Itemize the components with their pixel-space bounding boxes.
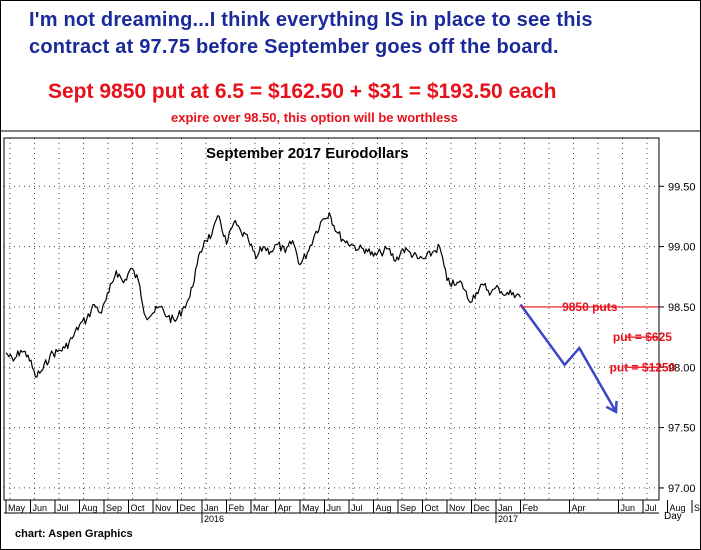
x-tick-label: Sep xyxy=(694,503,701,513)
x-tick-label: Jul xyxy=(645,503,657,513)
x-tick-label: Feb xyxy=(523,503,539,513)
plot-area xyxy=(3,137,660,501)
x-tick-label: Jun xyxy=(327,503,342,513)
level-label: 9850 puts xyxy=(562,300,618,314)
headline-line-1: I'm not dreaming...I think everything IS… xyxy=(29,9,593,31)
expiry-note: expire over 98.50, this option will be w… xyxy=(171,110,458,125)
level-label: put = $625 xyxy=(613,330,672,344)
chart-title: September 2017 Eurodollars xyxy=(206,145,409,162)
x-axis: May Jun Jul Aug Sep Oct Nov Dec Jan Feb Mar Apr May J… xyxy=(4,500,701,524)
x-tick-label: Feb xyxy=(229,503,245,513)
projection-arrowhead xyxy=(605,400,618,414)
x-tick-label: Jun xyxy=(621,503,636,513)
x-tick-label: Apr xyxy=(278,503,292,513)
year-label: 2017 xyxy=(498,514,518,524)
annotation-layer: 9850 puts put = $625 put = $1250 xyxy=(520,300,676,374)
trade-line: Sept 9850 put at 6.5 = $162.50 + $31 = $… xyxy=(48,80,557,103)
y-tick-label: 98.00 xyxy=(668,362,696,374)
x-tick-label: Apr xyxy=(572,503,586,513)
x-tick-label: Nov xyxy=(449,503,466,513)
x-tick-label: Aug xyxy=(670,503,686,513)
x-tick-label: Jul xyxy=(351,503,363,513)
x-tick-label: Nov xyxy=(155,503,172,513)
level-label: put = $1250 xyxy=(610,360,676,374)
year-label: 2016 xyxy=(204,514,224,524)
x-tick-label: Oct xyxy=(425,503,440,513)
x-tick-label: Sep xyxy=(106,503,122,513)
x-tick-label: Jun xyxy=(33,503,48,513)
x-tick-label: Aug xyxy=(376,503,392,513)
price-series-line xyxy=(5,212,522,378)
projection-line xyxy=(519,303,618,413)
y-tick-label: 99.00 xyxy=(668,242,696,254)
x-tick-label: Aug xyxy=(82,503,98,513)
y-tick-label: 98.50 xyxy=(668,302,696,314)
x-tick-label: Dec xyxy=(474,503,491,513)
x-tick-label: Jan xyxy=(498,503,513,513)
x-tick-label: May xyxy=(8,503,26,513)
y-tick-label: 97.00 xyxy=(668,483,696,495)
x-tick-label: Oct xyxy=(131,503,146,513)
y-tick-label: 97.50 xyxy=(668,423,696,435)
series-layer xyxy=(5,212,618,414)
x-tick-label: May xyxy=(302,503,320,513)
x-tick-label: Dec xyxy=(180,503,197,513)
x-tick-label: Jul xyxy=(57,503,69,513)
chart-grid xyxy=(4,138,659,500)
x-tick-label: Jan xyxy=(204,503,219,513)
y-tick-label: 99.50 xyxy=(668,181,696,193)
y-axis: 97.00 97.50 98.00 98.50 99.00 99.50 Day xyxy=(659,181,696,522)
headline-panel: I'm not dreaming...I think everything IS… xyxy=(1,1,700,130)
headline-line-2: contract at 97.75 before September goes … xyxy=(29,36,559,58)
x-tick-label: Sep xyxy=(400,503,416,513)
x-axis-label: Day xyxy=(664,511,682,522)
chart-credit: chart: Aspen Graphics xyxy=(15,528,133,540)
x-tick-label: Mar xyxy=(253,503,269,513)
